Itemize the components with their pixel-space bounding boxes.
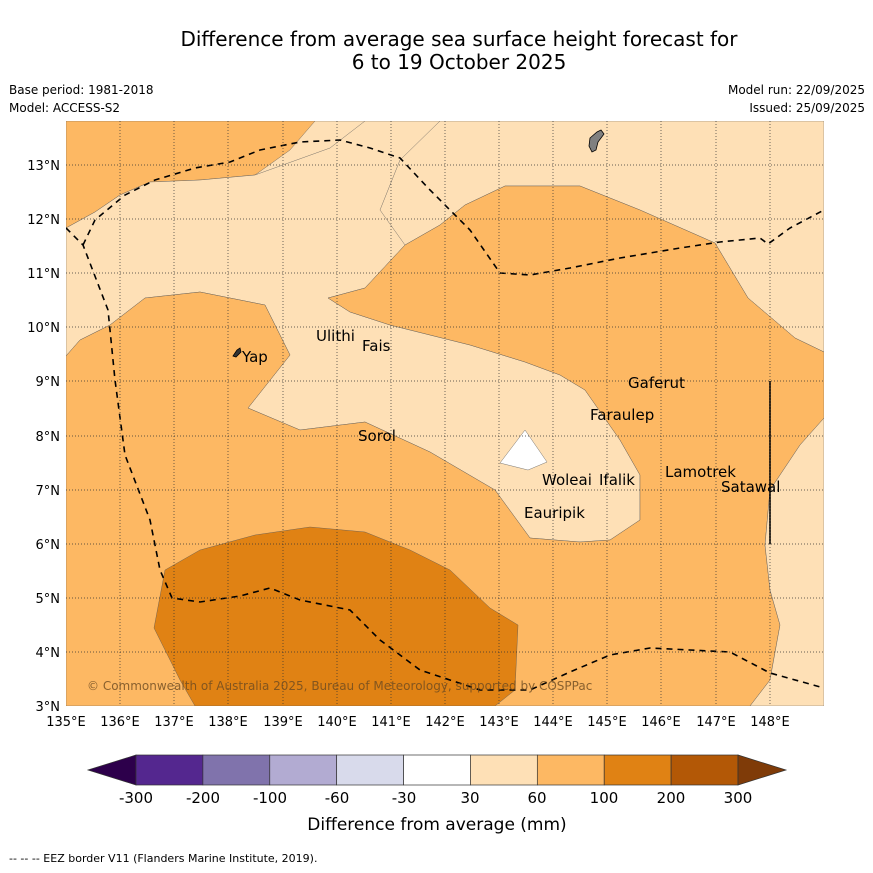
lon-tick: 139°E	[263, 715, 303, 730]
title-line-1: Difference from average sea surface heig…	[180, 27, 738, 51]
model-name: Model: ACCESS-S2	[9, 101, 121, 115]
lon-tick: 135°E	[46, 715, 86, 730]
lon-tick: 140°E	[317, 715, 357, 730]
colorbar-label: Difference from average (mm)	[307, 815, 566, 835]
meta-left: Base period: 1981-2018 Model: ACCESS-S2	[9, 81, 154, 117]
place-woleai: Woleai	[542, 471, 592, 489]
colorbar-segments	[135, 754, 739, 786]
colorbar-segment	[603, 754, 672, 786]
colorbar-tick: -200	[186, 789, 220, 807]
place-eauripik: Eauripik	[524, 504, 585, 522]
lon-tick: 143°E	[479, 715, 519, 730]
lat-tick: 12°N	[27, 213, 60, 228]
issued-date: Issued: 25/09/2025	[749, 101, 865, 115]
colorbar-tick: -30	[392, 789, 417, 807]
lon-tick: 146°E	[641, 715, 681, 730]
place-labels: Yap Ulithi Fais Sorol Gaferut Faraulep W…	[241, 327, 780, 522]
copyright-watermark: © Commonwealth of Australia 2025, Bureau…	[87, 679, 592, 693]
place-ifalik: Ifalik	[599, 471, 635, 489]
place-lamotrek: Lamotrek	[665, 463, 736, 481]
colorbar-tick-labels: -300 -200 -100 -60 -30 30 60 100 200 300	[119, 789, 752, 807]
eez-footnote: -- -- -- EEZ border V11 (Flanders Marine…	[9, 852, 318, 865]
colorbar-segment	[470, 754, 538, 786]
lat-tick: 7°N	[36, 484, 61, 499]
place-yap: Yap	[241, 348, 268, 366]
anomaly-30-60-east	[749, 417, 824, 706]
colorbar-segment	[336, 754, 404, 786]
colorbar-tick: 60	[527, 789, 546, 807]
lon-tick: 141°E	[371, 715, 411, 730]
colorbar-segment	[135, 754, 204, 786]
eez-borders	[66, 139, 824, 691]
graticule	[66, 121, 824, 706]
colorbar-segment	[269, 754, 338, 786]
colorbar-tick: -100	[253, 789, 287, 807]
colorbar-segment	[403, 754, 471, 786]
colorbar-over-arrow	[737, 754, 788, 786]
lon-tick: 138°E	[208, 715, 248, 730]
place-ulithi: Ulithi	[316, 327, 355, 345]
model-run: Model run: 22/09/2025	[727, 83, 865, 97]
place-faraulep: Faraulep	[590, 406, 654, 424]
colorbar-under-arrow	[86, 754, 137, 786]
lon-tick: 148°E	[750, 715, 790, 730]
base-period: Base period: 1981-2018	[9, 83, 154, 97]
lat-tick-labels: 3°N 4°N 5°N 6°N 7°N 8°N 9°N 10°N 11°N 12…	[27, 159, 60, 715]
colorbar-segment	[202, 754, 271, 786]
lat-tick: 11°N	[27, 267, 60, 282]
place-sorol: Sorol	[358, 427, 396, 445]
lon-tick: 145°E	[587, 715, 627, 730]
lat-tick: 4°N	[36, 646, 61, 661]
lon-tick: 144°E	[533, 715, 573, 730]
yap-land	[232, 347, 242, 358]
map-title: Difference from average sea surface heig…	[0, 28, 873, 74]
lon-tick: 137°E	[154, 715, 194, 730]
lon-tick: 136°E	[100, 715, 140, 730]
lat-tick: 13°N	[27, 159, 60, 174]
colorbar-tick: 100	[590, 789, 619, 807]
colorbar-tick: -300	[119, 789, 153, 807]
lat-tick: 6°N	[36, 538, 61, 553]
lon-tick: 147°E	[696, 715, 736, 730]
anomaly-near-zero-patch	[499, 429, 548, 471]
eez-line-north	[82, 139, 824, 276]
colorbar-segment	[536, 754, 605, 786]
colorbar: -300 -200 -100 -60 -30 30 60 100 200 300…	[86, 754, 788, 835]
lat-tick: 9°N	[36, 375, 61, 390]
title-line-2: 6 to 19 October 2025	[351, 50, 567, 74]
eez-line-west	[66, 227, 824, 691]
lat-tick: 10°N	[27, 321, 60, 336]
anomaly-100-200-south	[153, 526, 519, 706]
lon-tick: 142°E	[425, 715, 465, 730]
guam-land	[588, 129, 605, 153]
lat-tick: 3°N	[36, 700, 61, 715]
lat-tick: 8°N	[36, 430, 61, 445]
colorbar-tick: -60	[325, 789, 350, 807]
place-satawal: Satawal	[721, 478, 780, 496]
meta-right: Model run: 22/09/2025 Issued: 25/09/2025	[728, 81, 865, 117]
colorbar-tick: 300	[724, 789, 753, 807]
map-area: Yap Ulithi Fais Sorol Gaferut Faraulep W…	[66, 121, 824, 706]
colorbar-tick: 30	[460, 789, 479, 807]
colorbar-segment	[670, 754, 739, 786]
place-gaferut: Gaferut	[628, 374, 685, 392]
lat-tick: 5°N	[36, 592, 61, 607]
place-fais: Fais	[362, 337, 391, 355]
lon-tick-labels: 135°E 136°E 137°E 138°E 139°E 140°E 141°…	[46, 715, 790, 730]
colorbar-tick: 200	[657, 789, 686, 807]
